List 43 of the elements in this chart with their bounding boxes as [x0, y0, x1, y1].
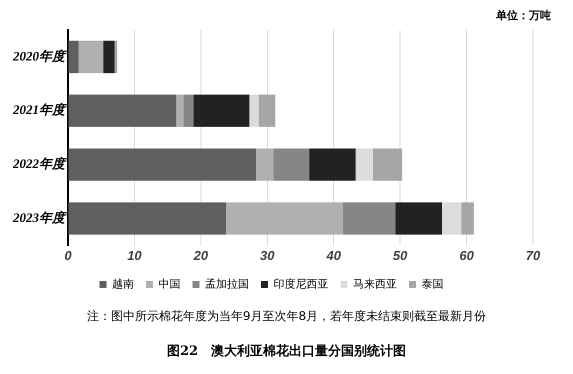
bar — [256, 148, 274, 181]
x-tick-label: 50 — [392, 248, 408, 263]
bar — [68, 94, 176, 127]
text: 图22 澳大利亚棉花出口量分国别统计图 — [166, 342, 408, 360]
x-tick-label: 30 — [260, 248, 276, 263]
bar — [343, 202, 396, 235]
bar — [461, 202, 474, 235]
bar — [258, 94, 276, 127]
text: 单位：万吨 — [496, 8, 551, 23]
y-tick-label: 2020年度 — [12, 48, 68, 64]
bar — [194, 94, 250, 127]
text: 注：图中所示棉花年度为当年9月至次年8月，若年度未结束则截至最新月份 — [86, 308, 488, 325]
y-tick-label: 2023年度 — [12, 210, 68, 225]
bar — [309, 148, 356, 181]
bar — [249, 94, 259, 127]
bar — [442, 202, 462, 235]
legend-label: 泰国 — [422, 278, 444, 291]
bar — [68, 202, 226, 235]
x-tick-label: 70 — [526, 248, 541, 263]
bar — [78, 40, 104, 74]
legend-label: 马来西亚 — [353, 278, 397, 291]
legend-label: 印度尼西亚 — [274, 278, 328, 291]
bar — [68, 40, 79, 74]
legend-label: 孟加拉国 — [205, 278, 249, 291]
legend-label: 中国 — [158, 278, 180, 291]
x-tick-label: 40 — [325, 248, 342, 263]
bar — [68, 148, 256, 181]
x-tick-label: 10 — [127, 248, 142, 263]
bar — [356, 148, 373, 181]
bar — [176, 94, 184, 127]
bar — [395, 202, 442, 235]
bar — [103, 40, 114, 74]
x-tick-label: 0 — [64, 248, 72, 263]
bar — [226, 202, 344, 235]
bar — [114, 40, 118, 74]
y-tick-label: 2022年度 — [12, 156, 68, 171]
bar — [273, 148, 310, 181]
y-tick-label: 2021年度 — [12, 102, 68, 118]
bar — [184, 94, 194, 127]
x-tick-label: 60 — [459, 248, 475, 263]
x-tick-label: 20 — [192, 248, 209, 263]
bar — [372, 148, 402, 181]
legend-label: 越南 — [112, 278, 134, 291]
